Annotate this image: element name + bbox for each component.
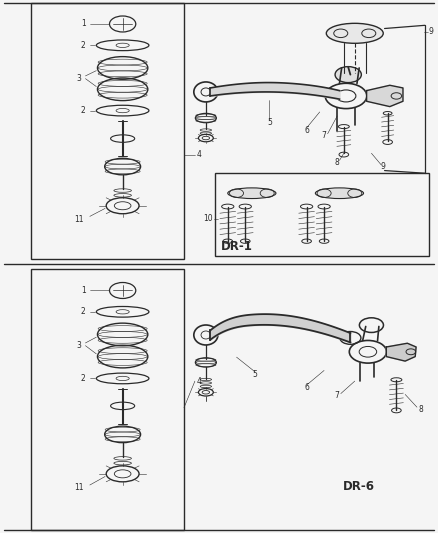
- Text: 10: 10: [203, 214, 213, 223]
- Text: 11: 11: [74, 483, 84, 492]
- Text: 6: 6: [304, 126, 309, 135]
- Text: 9: 9: [429, 28, 434, 36]
- Text: 2: 2: [81, 308, 85, 316]
- Ellipse shape: [326, 23, 383, 43]
- Text: 7: 7: [335, 391, 340, 400]
- Text: 5: 5: [267, 118, 272, 127]
- Text: 7: 7: [321, 132, 327, 140]
- Text: 3: 3: [76, 74, 81, 83]
- Text: 4: 4: [197, 377, 202, 385]
- Text: 1: 1: [81, 286, 85, 295]
- Text: DR-1: DR-1: [221, 240, 252, 253]
- Ellipse shape: [335, 67, 361, 83]
- Text: 6: 6: [304, 383, 309, 392]
- Bar: [31, 3, 184, 259]
- Text: 1: 1: [81, 20, 85, 28]
- Text: 8: 8: [418, 405, 423, 414]
- Text: 3: 3: [76, 341, 81, 350]
- Text: 9: 9: [381, 162, 386, 171]
- Text: 2: 2: [81, 41, 85, 50]
- Text: 11: 11: [74, 215, 84, 223]
- Polygon shape: [386, 343, 416, 361]
- Bar: [31, 269, 184, 530]
- Text: 2: 2: [81, 374, 85, 383]
- Polygon shape: [367, 85, 403, 107]
- Bar: [215, 173, 429, 256]
- Text: 2: 2: [81, 106, 85, 115]
- Ellipse shape: [228, 188, 276, 198]
- Text: 4: 4: [197, 150, 202, 159]
- Text: DR-6: DR-6: [343, 480, 375, 493]
- Text: 8: 8: [335, 158, 339, 167]
- Ellipse shape: [315, 188, 364, 198]
- Text: 5: 5: [252, 370, 258, 379]
